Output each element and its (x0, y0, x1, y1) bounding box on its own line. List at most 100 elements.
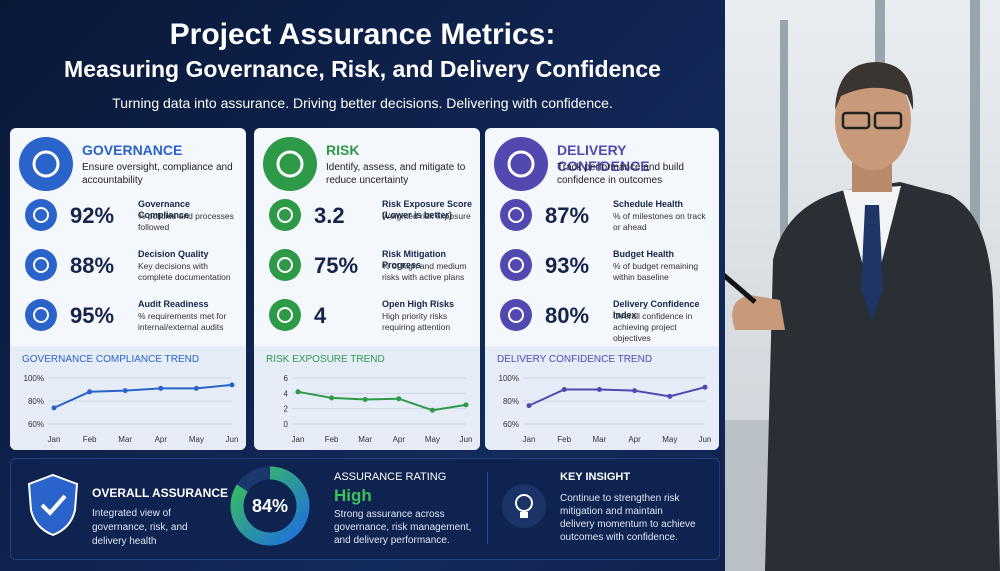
x-tick-label: Mar (118, 435, 132, 444)
x-tick-label: Feb (325, 435, 339, 444)
metric-name: Audit Readiness (138, 299, 209, 309)
metric-name: Governance Compliance (138, 199, 191, 220)
metric-name: Schedule Health (613, 199, 684, 209)
shield-icon (27, 473, 79, 537)
metric-icon (269, 199, 301, 231)
overall-description: Integrated view of governance, risk, and… (92, 508, 188, 547)
trend-point (526, 403, 532, 409)
panel: RISK Identify, assess, and mitigate to re… (254, 128, 480, 450)
metric-description: Weighted risk exposure (382, 211, 471, 221)
metric-icon (25, 199, 57, 231)
trend-point (329, 395, 335, 401)
trend-point (667, 393, 673, 399)
rating-description: Strong assurance across governance, risk… (334, 509, 472, 546)
icon-glyph (277, 257, 293, 273)
panel-icon (494, 137, 548, 191)
y-tick-label: 80% (503, 397, 519, 406)
metric-name: Risk Exposure Score (Lower is better) (382, 199, 473, 220)
x-tick-label: Jan (48, 435, 61, 444)
title: Measuring Governance, Risk, and Delivery… (64, 56, 661, 82)
trend-bg (10, 346, 246, 450)
metric-name: Risk Mitigation Progress (382, 249, 447, 270)
panel: DELIVERY CONFIDENCE Track performance and… (485, 128, 719, 450)
metric-value: 95% (70, 303, 115, 328)
icon-circle (25, 199, 57, 231)
panel-description: Ensure oversight, compliance and account… (82, 162, 233, 186)
trend-chart: 100% 80% 60% Jan Feb Mar Apr May Jun (499, 374, 712, 444)
y-tick-label: 80% (28, 397, 44, 406)
trend-point (295, 389, 301, 395)
trend-point (632, 388, 638, 394)
insight-title: KEY INSIGHT (560, 471, 631, 483)
metric-value: 3.2 (314, 203, 345, 228)
icon-glyph (33, 207, 49, 223)
metric-value: 80% (545, 303, 590, 328)
trend-chart: 100% 80% 60% Jan Feb Mar Apr May Jun (24, 374, 239, 444)
metric-description: % of budget remaining within baseline (613, 261, 699, 282)
insight-text: Continue to strengthen risk mitigation a… (560, 493, 696, 543)
x-tick-label: May (425, 435, 440, 444)
trend-title: GOVERNANCE COMPLIANCE TREND (22, 354, 200, 365)
icon-circle (269, 199, 301, 231)
panel-title: DELIVERY CONFIDENCE (557, 142, 650, 174)
trend-point (122, 388, 128, 394)
icon-circle (494, 137, 548, 191)
icon-glyph (508, 207, 524, 223)
icon-circle (25, 299, 57, 331)
y-tick-label: 60% (503, 420, 519, 429)
metric-name: Open High Risks (382, 299, 455, 309)
icon-glyph (277, 207, 293, 223)
icon-glyph (33, 307, 49, 323)
icon-circle (263, 137, 317, 191)
y-tick-label: 6 (284, 374, 289, 383)
trend-point (229, 382, 235, 388)
metric-value: 4 (314, 303, 327, 328)
y-tick-label: 4 (284, 389, 289, 398)
subtitle: Turning data into assurance. Driving bet… (112, 95, 613, 111)
metric-icon (25, 299, 57, 331)
metric-icon (269, 249, 301, 281)
icon-glyph (32, 150, 60, 178)
trend-point (561, 387, 567, 392)
icon-glyph (507, 150, 535, 178)
panel-title: GOVERNANCE (82, 142, 183, 158)
x-tick-label: Mar (593, 435, 607, 444)
metric-description: Key decisions with complete documentatio… (138, 261, 231, 282)
icon-glyph (508, 257, 524, 273)
metric-name: Budget Health (613, 249, 675, 259)
x-tick-label: Apr (155, 435, 168, 444)
metric-description: Overall confidence in achieving project … (613, 311, 693, 343)
trend-line (53, 383, 233, 409)
trend-point (702, 384, 708, 390)
trend-point (596, 387, 602, 392)
trend-point (396, 396, 402, 402)
y-tick-label: 2 (284, 405, 289, 414)
metric-icon (500, 249, 532, 281)
panel-description: Identify, assess, and mitigate to reduce… (326, 162, 466, 186)
rating: High (334, 486, 372, 505)
panel-description: Track performance and build confidence i… (557, 162, 684, 186)
overall-title: OVERALL ASSURANCE (92, 486, 229, 500)
x-tick-label: May (662, 435, 677, 444)
metric-value: 93% (545, 253, 590, 278)
x-tick-label: Feb (83, 435, 97, 444)
divider (487, 472, 488, 544)
panel-icon (263, 137, 317, 191)
trend-title: DELIVERY CONFIDENCE TREND (497, 354, 653, 365)
gauge: 84% (230, 466, 310, 546)
trend-title: RISK EXPOSURE TREND (266, 354, 385, 365)
x-tick-label: Feb (557, 435, 571, 444)
metric-description: % requirements met for internal/external… (138, 311, 227, 332)
metric-description: % of high and medium risks with active p… (382, 261, 467, 282)
trend-point (463, 402, 469, 408)
trend-line (297, 390, 467, 412)
icon-circle (19, 137, 73, 191)
icon-circle (500, 199, 532, 231)
x-tick-label: Jun (699, 435, 712, 444)
icon-glyph (508, 307, 524, 323)
x-tick-label: May (189, 435, 204, 444)
x-tick-label: Mar (358, 435, 372, 444)
gauge-arc (230, 466, 310, 546)
metric-value: 92% (70, 203, 115, 228)
